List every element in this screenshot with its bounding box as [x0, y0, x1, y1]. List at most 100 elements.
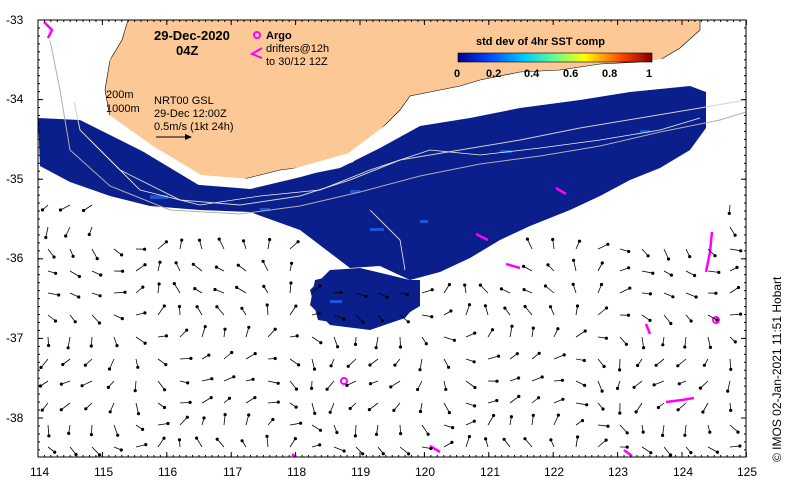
velocity-vector-head: [467, 434, 471, 439]
velocity-vector-head: [312, 367, 317, 371]
velocity-vector-head: [143, 311, 147, 315]
velocity-vector-head: [689, 319, 693, 323]
velocity-vector-head: [158, 260, 162, 264]
velocity-vector: [399, 336, 401, 348]
velocity-vector: [346, 380, 357, 386]
velocity-vector-head: [694, 295, 698, 299]
velocity-vector: [575, 380, 585, 386]
velocity-vector-head: [345, 383, 349, 387]
velocity-vector-head: [162, 436, 166, 440]
velocity-vector-head: [463, 283, 467, 287]
velocity-vector-head: [472, 419, 476, 423]
velocity-vector-head: [398, 345, 403, 349]
velocity-vector: [311, 285, 321, 294]
velocity-vector: [399, 446, 409, 455]
colorbar-ticks: 0 0.2 0.4 0.6 0.8 1: [454, 68, 652, 80]
velocity-vector-head: [571, 282, 575, 286]
velocity-vector: [135, 402, 139, 414]
lat-label: -36: [6, 251, 24, 265]
velocity-vector: [266, 304, 269, 316]
velocity-vector-head: [660, 433, 665, 437]
velocity-vector-head: [121, 269, 125, 273]
velocity-vector: [487, 415, 494, 426]
velocity-vector-head: [446, 365, 451, 369]
velocity-vector: [157, 380, 165, 390]
velocity-vector-head: [509, 415, 513, 419]
velocity-vector-head: [604, 438, 608, 442]
velocity-vector-head: [502, 437, 506, 441]
velocity-vector: [91, 424, 93, 435]
velocity-vector-head: [634, 410, 638, 414]
velocity-vector: [443, 402, 450, 413]
scale-label: 0.5m/s (1kt 24h): [154, 121, 233, 133]
velocity-vector: [553, 398, 564, 404]
velocity-vector-head: [430, 288, 434, 292]
lon-axis: 114 115 116 117 118 119 120 121 122 123 …: [30, 465, 757, 479]
velocity-vector-head: [295, 334, 299, 338]
velocity-vector: [267, 239, 270, 250]
velocity-vector-head: [335, 345, 340, 349]
velocity-vector: [375, 336, 379, 348]
velocity-vector: [509, 396, 520, 404]
velocity-vector-head: [641, 430, 645, 434]
velocity-vector: [575, 402, 587, 406]
velocity-vector-head: [450, 425, 455, 430]
velocity-vector: [47, 314, 56, 322]
colorbar-tick: 0.8: [602, 68, 617, 80]
date-label: 29-Dec-2020: [154, 28, 230, 43]
velocity-vector-head: [689, 450, 693, 455]
velocity-vector-head: [82, 208, 86, 213]
velocity-vector-head: [189, 356, 193, 360]
velocity-vector: [113, 248, 122, 256]
velocity-vector: [480, 284, 489, 294]
velocity-vector-head: [626, 266, 631, 270]
velocity-vector: [503, 439, 511, 448]
velocity-vector: [311, 424, 321, 431]
velocity-vector: [236, 287, 247, 294]
velocity-vector-head: [143, 247, 147, 251]
velocity-vector-head: [61, 362, 65, 367]
velocity-vector: [289, 380, 297, 390]
velocity-vector-head: [656, 405, 661, 410]
velocity-vector: [289, 438, 296, 448]
lon-label: 124: [673, 465, 693, 479]
cloud-patch: [40, 20, 125, 110]
velocity-vector-head: [392, 408, 396, 412]
time-label: 04Z: [176, 43, 198, 58]
velocity-vector-head: [575, 435, 580, 439]
velocity-vector-head: [549, 438, 553, 442]
velocity-vector: [355, 314, 364, 323]
velocity-vector-head: [223, 327, 227, 331]
velocity-vector-head: [247, 413, 251, 417]
velocity-vector-head: [406, 320, 410, 324]
velocity-vector: [193, 263, 203, 272]
velocity-vector-head: [108, 410, 112, 414]
velocity-vector-head: [97, 321, 102, 325]
velocity-vector-head: [157, 282, 161, 286]
velocity-vector-head: [651, 271, 655, 275]
lon-label: 115: [94, 465, 113, 479]
sst-field: [38, 86, 706, 328]
velocity-vector: [333, 336, 338, 347]
velocity-vector-head: [374, 345, 378, 350]
velocity-vector-head: [676, 408, 680, 412]
velocity-vector: [597, 243, 609, 250]
velocity-vector: [83, 204, 93, 211]
velocity-vector-head: [317, 311, 321, 315]
velocity-vector-head: [606, 424, 610, 428]
velocity-vector-head: [227, 396, 232, 400]
velocity-vector-head: [296, 363, 301, 367]
velocity-vector: [421, 289, 433, 294]
velocity-vector-head: [318, 443, 322, 447]
velocity-vector: [333, 314, 344, 320]
velocity-vector-head: [71, 254, 75, 258]
velocity-vector-head: [582, 358, 586, 363]
velocity-vector-head: [309, 386, 314, 390]
velocity-vector-head: [698, 386, 703, 390]
velocity-vector-head: [503, 306, 507, 310]
velocity-vector-head: [472, 360, 476, 364]
velocity-vector: [707, 314, 717, 321]
drifter-legend-line2: to 30/12 12Z: [266, 56, 328, 68]
velocity-vector-head: [361, 452, 365, 456]
velocity-vector-head: [143, 263, 147, 267]
